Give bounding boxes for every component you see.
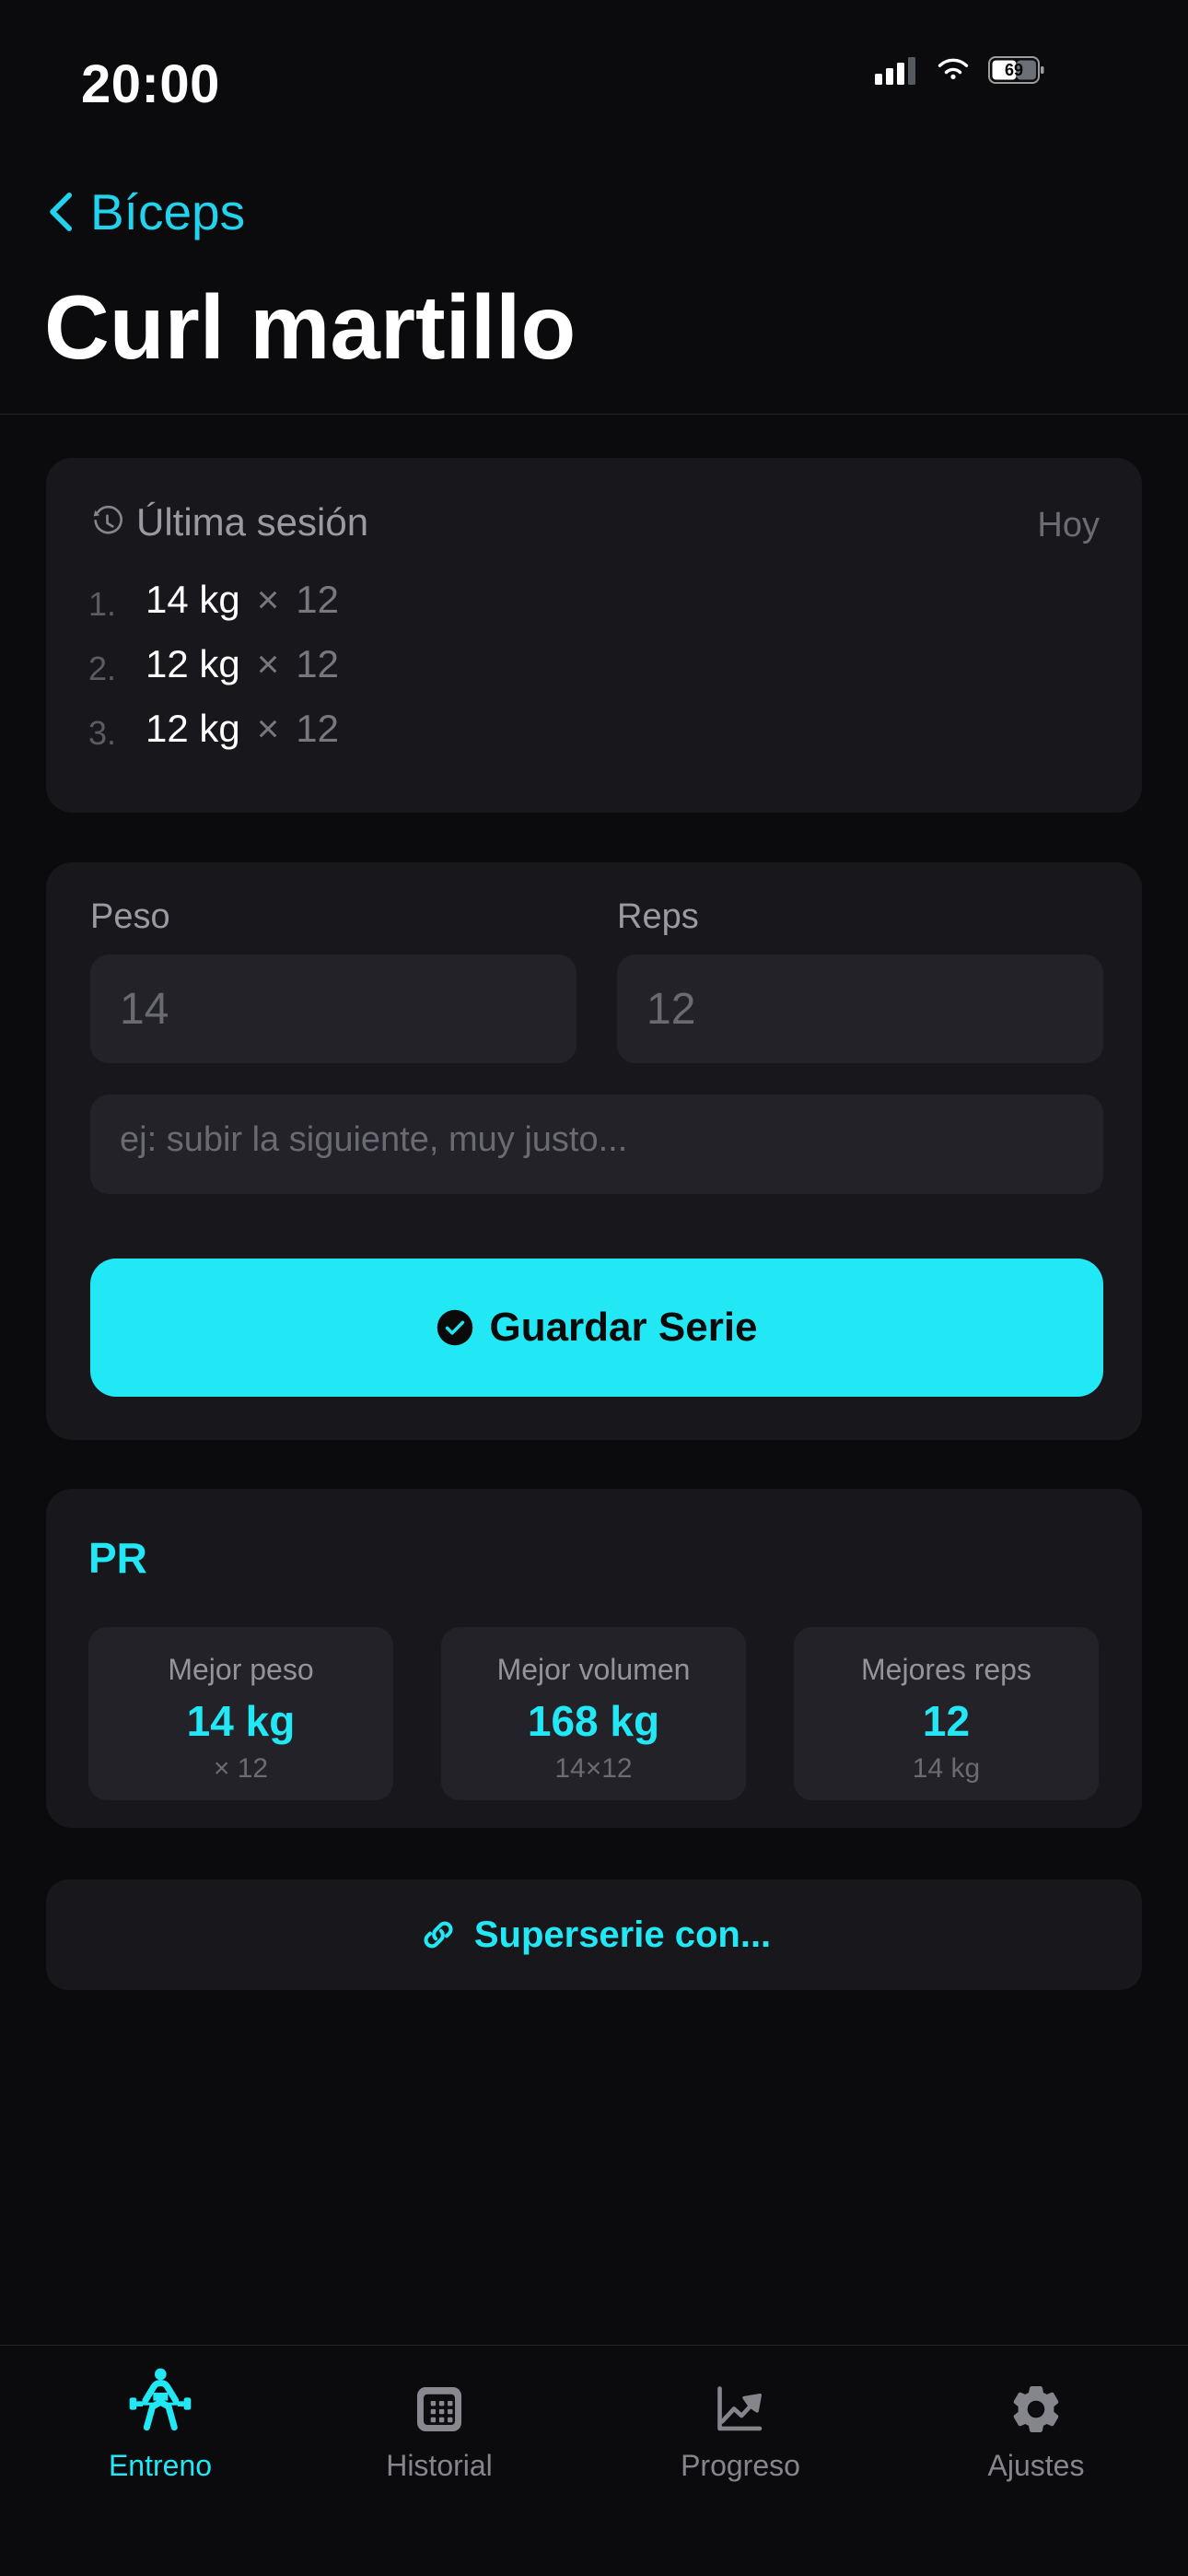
svg-text:69: 69 xyxy=(1005,61,1023,79)
